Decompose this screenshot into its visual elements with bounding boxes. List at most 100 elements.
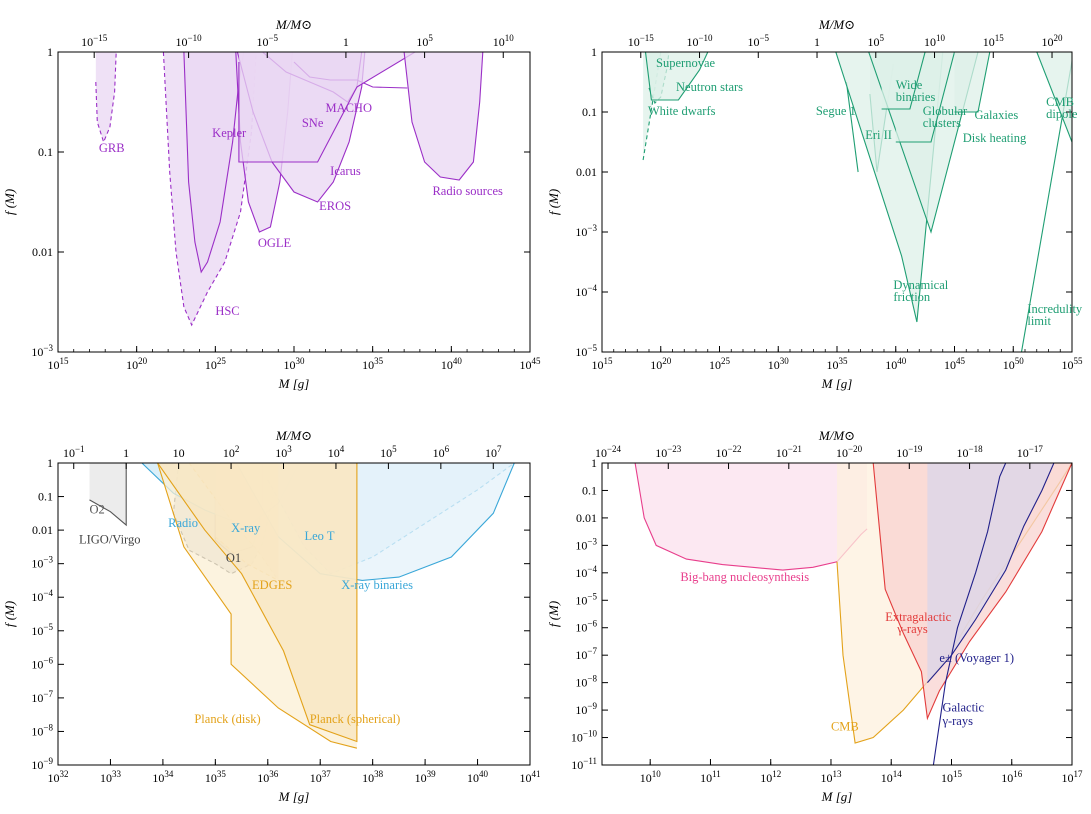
top-tick-label: 1010 xyxy=(493,33,514,49)
plot-frame xyxy=(601,462,1073,766)
region-label: Galactic xyxy=(942,700,984,714)
top-tick-label: 10−20 xyxy=(836,444,863,460)
y-tick-label: 10−10 xyxy=(571,729,598,745)
x-tick-label: 1016 xyxy=(1001,769,1023,785)
top-tick-label: 10−21 xyxy=(776,444,802,460)
top-tick-label: 10−15 xyxy=(628,33,655,49)
y-tick-label: 10−9 xyxy=(575,701,597,717)
y-tick-label: 10−9 xyxy=(31,756,53,772)
y-tick-label: 0.1 xyxy=(582,483,597,497)
top-axis-label: M/M⊙ xyxy=(818,428,855,443)
x-tick-label: 1014 xyxy=(881,769,903,785)
region-label: CMB xyxy=(1046,95,1074,109)
x-tick-label: 1015 xyxy=(941,769,963,785)
region-label: γ-rays xyxy=(896,622,928,636)
y-tick-label: 10−5 xyxy=(575,343,597,359)
x-tick-label: 1037 xyxy=(310,769,332,785)
top-tick-label: 1 xyxy=(123,446,129,460)
region-label: GRB xyxy=(99,141,125,155)
x-tick-label: 1035 xyxy=(362,356,384,372)
region-label: OGLE xyxy=(258,236,292,250)
top-tick-label: 1 xyxy=(814,35,820,49)
curve-supernovae xyxy=(644,52,709,101)
region-big-bang-nucleosynthesis xyxy=(635,463,868,571)
region-label: MACHO xyxy=(325,101,372,115)
region-grb xyxy=(95,52,117,142)
top-tick-label: 10−15 xyxy=(81,33,108,49)
top-tick-label: 104 xyxy=(328,444,345,460)
curve-cmb-dipole xyxy=(1036,52,1072,143)
region-label: Big-bang nucleosynthesis xyxy=(680,570,809,584)
y-tick-label: 10−5 xyxy=(31,622,53,638)
region-label: Eri II xyxy=(865,128,892,142)
x-tick-label: 1040 xyxy=(441,356,463,372)
x-tick-label: 1015 xyxy=(48,356,70,372)
curve-planck-spherical- xyxy=(157,463,358,743)
region-e-voyager-1- xyxy=(927,463,1054,683)
region-label: Galaxies xyxy=(974,108,1018,122)
region-label: SNe xyxy=(302,116,324,130)
x-tick-label: 1033 xyxy=(100,769,122,785)
region-o2 xyxy=(89,463,127,526)
region-label: HSC xyxy=(215,304,239,318)
y-tick-label: 0.1 xyxy=(38,145,53,159)
top-tick-label: 10 xyxy=(173,446,185,460)
region-label: Supernovae xyxy=(656,56,715,70)
x-tick-label: 1045 xyxy=(944,356,966,372)
region-label: EDGES xyxy=(252,578,292,592)
panel-p2: 1015 1020 1025 1030 1035 1040 1045 1050 1055 10−1… xyxy=(546,17,1083,391)
y-tick-label: 1 xyxy=(591,456,597,470)
region-label: Disk heating xyxy=(963,131,1027,145)
curve-galactic-rays xyxy=(932,463,1007,765)
region-icarus xyxy=(238,52,416,162)
curve-globular-clusters xyxy=(895,52,956,143)
y-tick-label: 0.01 xyxy=(576,511,597,525)
region-wide-binaries xyxy=(881,52,926,109)
x-tick-label: 1030 xyxy=(284,356,306,372)
y-tick-label: 10−8 xyxy=(575,674,597,690)
top-tick-label: 10−10 xyxy=(686,33,713,49)
x-tick-label: 1040 xyxy=(467,769,489,785)
x-axis-label: M [g] xyxy=(278,376,310,391)
plot-frame xyxy=(57,462,531,766)
y-tick-label: 10−3 xyxy=(31,555,53,571)
region-label: e± (Voyager 1) xyxy=(939,651,1014,665)
region-label: Globular xyxy=(923,104,968,118)
curve-extragalactic-rays xyxy=(872,463,1072,721)
panel-p4: 1010 1011 1012 1013 1014 1015 1016 1017 10−24 10−… xyxy=(546,428,1083,804)
curve-grb xyxy=(95,52,117,144)
plot-area xyxy=(95,52,484,327)
plot-area xyxy=(634,463,1072,765)
region-label: White dwarfs xyxy=(648,104,716,118)
y-tick-label: 10−11 xyxy=(571,756,597,772)
top-tick-label: 107 xyxy=(485,444,502,460)
top-tick-label: 10−18 xyxy=(957,444,984,460)
x-tick-label: 1020 xyxy=(126,356,148,372)
top-tick-label: 10−24 xyxy=(595,444,622,460)
region-label: O2 xyxy=(89,502,104,516)
region-label: Planck (spherical) xyxy=(310,712,401,726)
region-label: Radio sources xyxy=(432,184,503,198)
y-tick-label: 10−4 xyxy=(31,588,53,604)
y-tick-label: 1 xyxy=(47,456,53,470)
curve-segue-1 xyxy=(845,81,859,173)
curve-o2 xyxy=(89,463,127,527)
top-tick-label: 105 xyxy=(380,444,397,460)
x-tick-label: 1035 xyxy=(827,356,849,372)
y-tick-label: 10−6 xyxy=(575,619,597,635)
y-tick-label: 10−8 xyxy=(31,722,53,738)
x-tick-label: 1050 xyxy=(1003,356,1025,372)
top-tick-label: 1020 xyxy=(1042,33,1064,49)
top-axis-label: M/M⊙ xyxy=(275,17,312,32)
x-tick-label: 1039 xyxy=(415,769,437,785)
top-tick-label: 10−5 xyxy=(256,33,278,49)
region-label: γ-rays xyxy=(941,714,973,728)
region-label: Planck (disk) xyxy=(194,712,260,726)
x-tick-label: 1010 xyxy=(640,769,662,785)
region-label: Radio xyxy=(168,516,198,530)
top-tick-label: 10−10 xyxy=(176,33,203,49)
y-tick-label: 10−7 xyxy=(31,689,53,705)
curve-radio-sources xyxy=(403,52,484,181)
x-tick-label: 1040 xyxy=(885,356,907,372)
